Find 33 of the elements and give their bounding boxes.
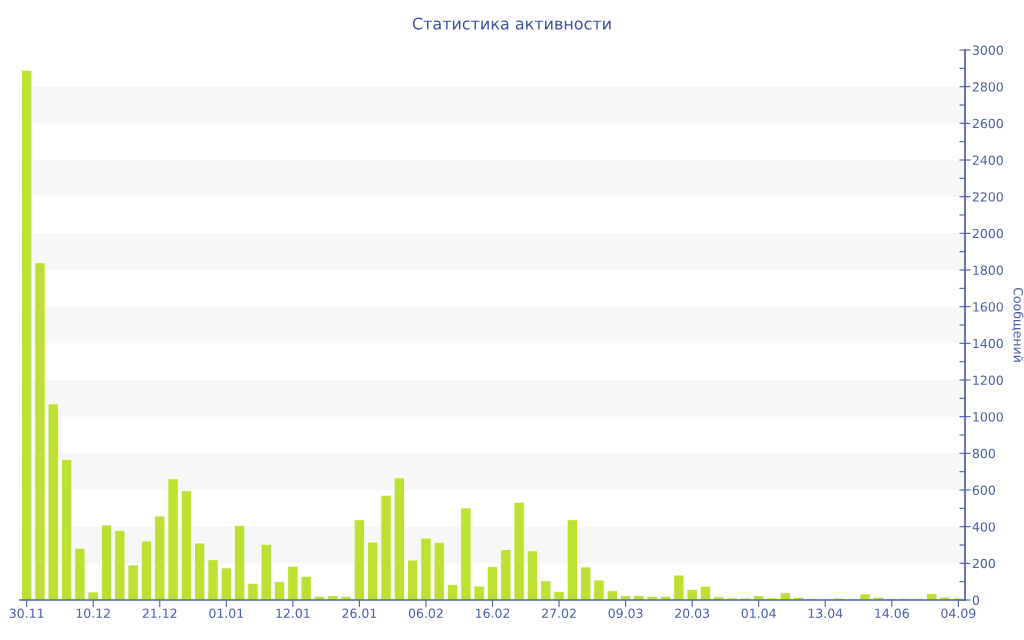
x-tick-label: 01.01 [209,608,244,619]
x-tick-label: 14.06 [875,608,909,619]
x-tick-label: 21.12 [142,608,177,618]
x-tick-label: 12.01 [276,608,310,619]
y-tick-label: 2800 [972,82,1003,92]
y-tick-label: 2000 [972,228,1003,239]
y-tick-label: 600 [972,485,995,495]
y-axis-title: Сообщений [1011,287,1024,362]
y-tick-label: 800 [972,448,995,459]
y-tick-label: 1200 [973,375,1003,385]
y-tick-label: 0 [972,595,980,605]
x-tick-label: 26.01 [342,608,377,619]
chart-title: Статистика активности [412,17,611,30]
y-tick-label: 2400 [972,155,1003,165]
y-tick-label: 2600 [972,118,1003,129]
x-tick-label: 16.02 [475,608,510,619]
y-tick-label: 1400 [973,338,1003,349]
x-tick-label: 13.04 [808,608,843,619]
x-tick-label: 06.02 [408,608,443,619]
y-tick-label: 1000 [973,412,1003,422]
y-tick-label: 1800 [973,265,1003,275]
x-tick-label: 10.12 [76,608,110,619]
x-tick-label: 09.03 [608,608,643,619]
x-tick-label: 04.09 [941,608,976,619]
y-tick-label: 200 [972,558,995,569]
x-tick-label: 30.11 [9,608,44,619]
x-tick-label: 20.03 [675,608,710,619]
x-tick-label: 27.02 [542,608,576,619]
y-tick-label: 1600 [973,302,1003,312]
x-tick-label: 01.04 [741,608,776,619]
y-tick-label: 400 [972,522,995,532]
y-tick-label: 2200 [972,192,1003,202]
y-tick-label: 3000 [972,45,1003,55]
